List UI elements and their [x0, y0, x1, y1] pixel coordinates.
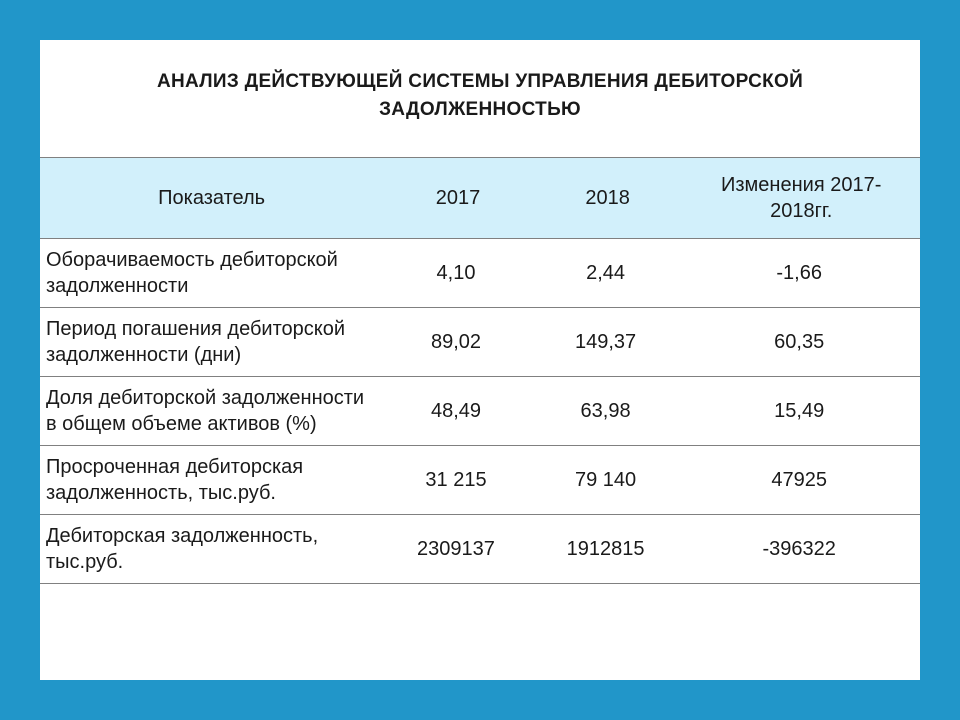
table-row: Период погашения дебиторской задолженнос…: [40, 308, 920, 377]
cell-change: 15,49: [682, 377, 920, 446]
cell-2018: 79 140: [533, 446, 683, 515]
col-change: Изменения 2017-2018гг.: [682, 158, 920, 239]
cell-2017: 48,49: [383, 377, 533, 446]
table-body: Оборачиваемость дебиторской задолженност…: [40, 239, 920, 584]
cell-2017: 31 215: [383, 446, 533, 515]
cell-2017: 89,02: [383, 308, 533, 377]
receivables-table: Показатель 2017 2018 Изменения 2017-2018…: [40, 157, 920, 584]
col-2018: 2018: [533, 158, 683, 239]
cell-indicator: Оборачиваемость дебиторской задолженност…: [40, 239, 383, 308]
cell-indicator: Просроченная дебиторская задолженность, …: [40, 446, 383, 515]
cell-indicator: Период погашения дебиторской задолженнос…: [40, 308, 383, 377]
cell-2018: 149,37: [533, 308, 683, 377]
col-indicator: Показатель: [40, 158, 383, 239]
table-header: Показатель 2017 2018 Изменения 2017-2018…: [40, 158, 920, 239]
cell-2018: 1912815: [533, 515, 683, 584]
cell-change: -1,66: [682, 239, 920, 308]
cell-2017: 4,10: [383, 239, 533, 308]
cell-change: 60,35: [682, 308, 920, 377]
slide: АНАЛИЗ ДЕЙСТВУЮЩЕЙ СИСТЕМЫ УПРАВЛЕНИЯ ДЕ…: [40, 40, 920, 680]
cell-indicator: Доля дебиторской задолженности в общем о…: [40, 377, 383, 446]
cell-2017: 2309137: [383, 515, 533, 584]
table-row: Дебиторская задолженность, тыс.руб. 2309…: [40, 515, 920, 584]
cell-change: 47925: [682, 446, 920, 515]
cell-2018: 2,44: [533, 239, 683, 308]
cell-change: -396322: [682, 515, 920, 584]
cell-2018: 63,98: [533, 377, 683, 446]
cell-indicator: Дебиторская задолженность, тыс.руб.: [40, 515, 383, 584]
col-2017: 2017: [383, 158, 533, 239]
title-wrap: АНАЛИЗ ДЕЙСТВУЮЩЕЙ СИСТЕМЫ УПРАВЛЕНИЯ ДЕ…: [40, 40, 920, 157]
table-row: Оборачиваемость дебиторской задолженност…: [40, 239, 920, 308]
table-row: Просроченная дебиторская задолженность, …: [40, 446, 920, 515]
table-row: Доля дебиторской задолженности в общем о…: [40, 377, 920, 446]
slide-title: АНАЛИЗ ДЕЙСТВУЮЩЕЙ СИСТЕМЫ УПРАВЛЕНИЯ ДЕ…: [100, 68, 860, 123]
